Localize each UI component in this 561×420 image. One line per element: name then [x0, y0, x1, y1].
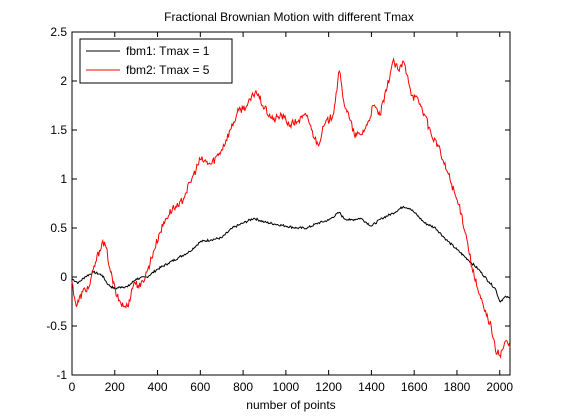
y-tick-label: 1 — [60, 172, 67, 186]
x-tick-label: 1400 — [358, 380, 385, 394]
x-tick-label: 0 — [69, 380, 76, 394]
y-tick-label: -1 — [56, 368, 67, 382]
x-tick-label: 1800 — [444, 380, 471, 394]
y-tick-label: 1.5 — [50, 123, 67, 137]
y-tick-label: 0.5 — [50, 221, 67, 235]
x-tick-label: 1600 — [401, 380, 428, 394]
x-tick-label: 1000 — [273, 380, 300, 394]
chart-title: Fractional Brownian Motion with differen… — [164, 10, 414, 24]
x-tick-label: 400 — [148, 380, 168, 394]
legend-label-fbm1: fbm1: Tmax = 1 — [126, 44, 210, 58]
y-axis: -1 -0.5 0 0.5 1 1.5 2 2.5 — [46, 25, 510, 382]
x-axis-label: number of points — [246, 398, 335, 412]
legend-label-fbm2: fbm2: Tmax = 5 — [126, 63, 210, 77]
x-tick-label: 600 — [190, 380, 210, 394]
x-tick-label: 1200 — [315, 380, 342, 394]
y-tick-label: 2 — [60, 74, 67, 88]
series-line-fbm2 — [71, 57, 511, 359]
plot-area — [71, 31, 511, 376]
legend: fbm1: Tmax = 1 fbm2: Tmax = 5 — [79, 38, 233, 84]
x-axis: 0 200 400 600 800 1000 1200 1400 1600 1800 2000 — [69, 32, 513, 394]
y-tick-label: 2.5 — [50, 25, 67, 39]
x-tick-label: 200 — [105, 380, 125, 394]
legend-box — [79, 38, 233, 84]
y-tick-label: -0.5 — [46, 319, 67, 333]
y-tick-label: 0 — [60, 270, 67, 284]
x-tick-label: 800 — [233, 380, 253, 394]
x-tick-label: 2000 — [486, 380, 513, 394]
series-lines — [71, 57, 511, 359]
